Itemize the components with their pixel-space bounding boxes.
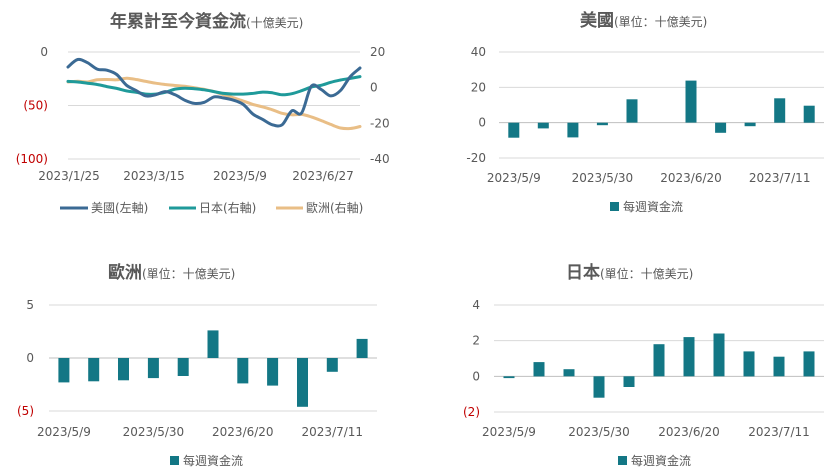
bar [713,333,725,377]
bar [743,351,755,377]
chart-title: 年累計至今資金流(十億美元) [110,11,303,32]
x-tick-label: 2023/5/9 [487,171,541,185]
bar [58,358,70,383]
bar [563,369,575,377]
y-right-tick-label: 0 [370,81,378,95]
x-tick-label: 2023/5/9 [213,169,267,183]
y-right-tick-label: -20 [370,116,390,130]
bar [207,330,219,358]
bar [653,344,665,377]
x-tick-label: 2023/6/20 [658,425,720,439]
chart-title: 日本(單位：十億美元) [566,262,693,283]
bar [503,376,515,379]
bar [593,376,605,398]
y-tick-label: (2) [463,405,480,419]
y-left-tick-label: (100) [16,152,48,166]
bar [537,122,549,129]
x-tick-label: 2023/6/20 [660,171,722,185]
y-right-tick-label: -40 [370,152,390,166]
bar [715,122,727,133]
x-tick-label: 2023/3/15 [123,169,185,183]
bar [118,358,129,381]
japan-weekly-chart: 日本(單位：十億美元) 4 2 0 (2)2023/5/9 2023/5/30 2023/… [463,262,824,468]
bar [147,358,159,379]
legend: 美國(左軸) 日本(右軸) 歐洲(右軸) [60,200,363,215]
legend-label: 每週資金流 [183,453,243,468]
bar [533,362,545,377]
bar [297,358,308,407]
bar [267,358,279,386]
ytd-flows-chart: 年累計至今資金流(十億美元) 0 (50) (100) 20 0 -20 -40 2023… [16,11,390,215]
bar [774,98,786,123]
x-tick-label: 2023/5/9 [37,425,91,439]
legend-label-jp: 日本(右軸) [199,200,256,215]
legend-label-us: 美國(左軸) [91,200,148,215]
legend-swatch [170,456,179,465]
y-left-tick-label: 0 [40,45,48,59]
y-tick-label: 0 [478,116,486,130]
europe-weekly-chart: 歐洲(單位：十億美元) 5 0 (5)2023/5/9 2023/5/30 2023/6… [17,262,377,468]
chart-title: 歐洲(單位：十億美元) [108,262,235,283]
bar [685,80,697,123]
bar [88,358,100,382]
bar [803,105,815,123]
legend-label: 每週資金流 [623,199,683,214]
y-tick-label: 0 [26,351,34,365]
series-line-us [66,57,362,128]
x-tick-label: 2023/7/11 [749,171,811,185]
x-tick-label: 2023/7/11 [302,425,364,439]
y-tick-label: 2 [472,334,480,348]
y-left-tick-label: (50) [23,99,48,113]
chart-title: 美國(單位：十億美元) [580,10,707,31]
x-tick-label: 2023/5/30 [568,425,630,439]
x-tick-label: 2023/5/30 [123,425,185,439]
bar [237,358,249,384]
y-tick-label: 40 [471,45,486,59]
x-tick-label: 2023/1/25 [38,169,100,183]
legend-label: 每週資金流 [631,453,691,468]
legend-swatch [618,456,627,465]
bar [326,358,338,372]
bar [773,356,785,377]
x-tick-label: 2023/6/27 [292,169,354,183]
y-tick-label: 20 [471,80,486,94]
x-tick-label: 2023/7/11 [748,425,810,439]
y-right-tick-label: 20 [370,45,385,59]
bar [626,99,638,123]
y-tick-label: 5 [26,298,34,312]
bar [356,338,368,358]
y-tick-label: 4 [472,298,480,312]
y-tick-label: (5) [17,404,34,418]
legend-swatch [610,202,619,211]
y-tick-label: -20 [466,151,486,165]
x-tick-label: 2023/5/30 [572,171,634,185]
bar [683,337,695,377]
legend-label-eu: 歐洲(右軸) [306,200,363,215]
bar [744,122,756,127]
bar [596,122,608,126]
bar [177,358,189,376]
x-tick-label: 2023/5/9 [482,425,536,439]
y-tick-label: 0 [472,369,480,383]
bar [508,122,520,138]
x-tick-label: 2023/6/20 [212,425,274,439]
bar [623,376,635,387]
bar [567,122,579,138]
bar [803,351,815,377]
